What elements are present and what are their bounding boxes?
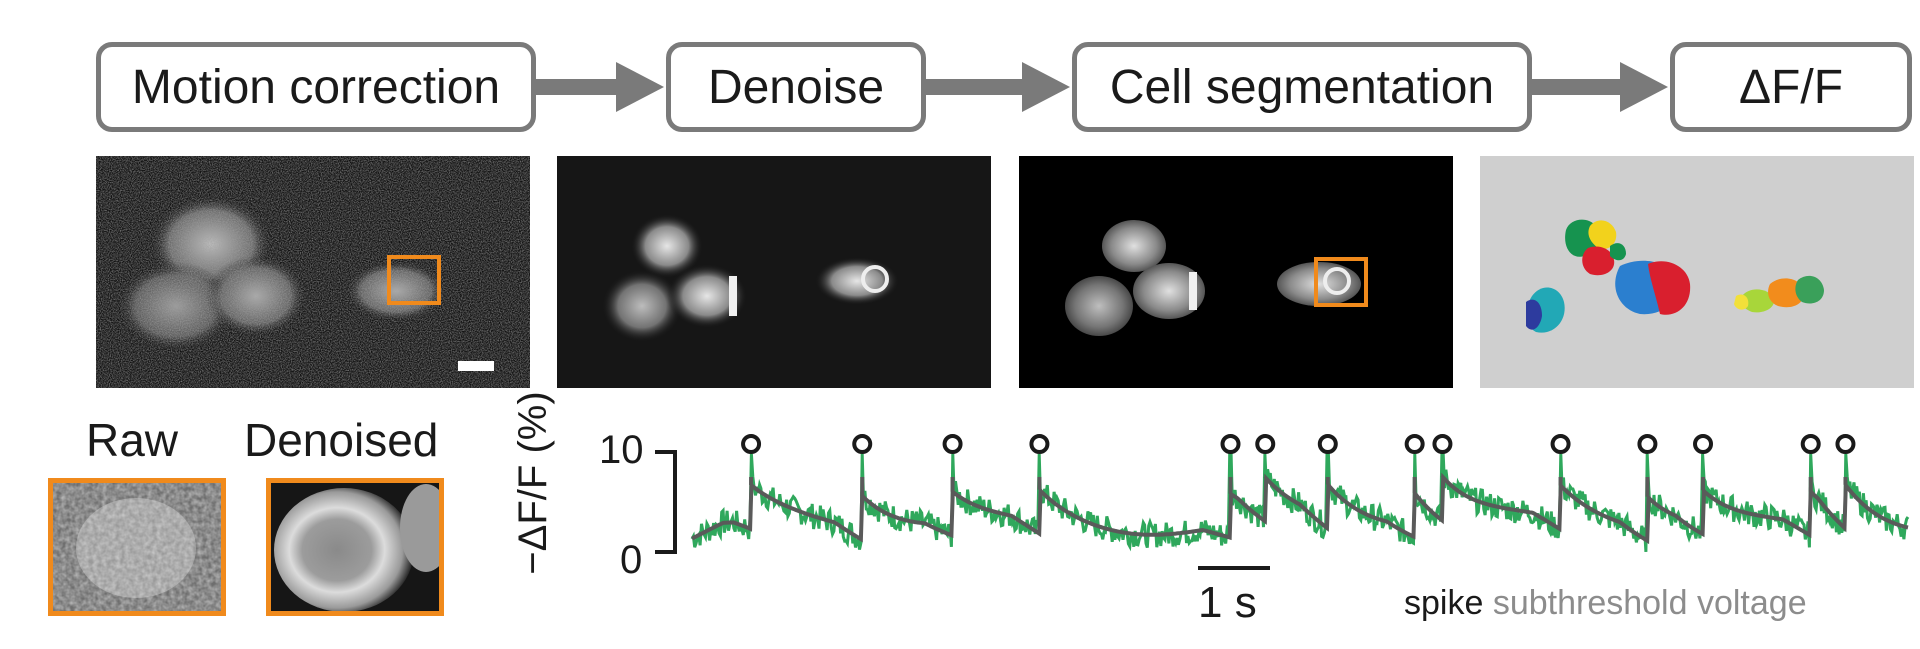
time-scale-label: 1 s	[1198, 578, 1257, 627]
step-label: ΔF/F	[1738, 60, 1844, 114]
step-label: Motion correction	[131, 60, 501, 114]
spike-marker	[1550, 434, 1571, 454]
step-label: Denoise	[707, 60, 885, 114]
legend-spike: spike	[1404, 584, 1484, 622]
highlight-box	[387, 255, 441, 305]
step-cell-segmentation: Cell segmentation	[1072, 42, 1532, 132]
spike-marker	[1029, 434, 1050, 454]
raw-label: Raw	[86, 414, 179, 466]
trace-lines	[690, 452, 1910, 552]
step-denoise: Denoise	[666, 42, 926, 132]
denoised-image	[557, 156, 991, 388]
y-tick-label: 0	[620, 538, 643, 582]
y-tick-label: 10	[599, 428, 644, 472]
spike-marker	[741, 434, 762, 454]
spike-marker	[1220, 434, 1241, 454]
segmentation-masks	[1480, 156, 1914, 388]
legend-subthreshold: subthreshold voltage	[1492, 584, 1807, 622]
motion-corrected-image	[96, 156, 530, 388]
spike-marker	[1800, 434, 1821, 454]
spike-marker	[1693, 434, 1714, 454]
trace-subthreshold	[691, 472, 1909, 545]
raw-inset-image	[48, 478, 226, 616]
step-delta-f-over-f: ΔF/F	[1670, 42, 1912, 132]
trace-raw	[690, 452, 1910, 552]
spike-marker	[1317, 434, 1338, 454]
segmented-image	[1019, 156, 1453, 388]
spike-marker	[942, 434, 963, 454]
step-motion-correction: Motion correction	[96, 42, 536, 132]
arrow-right-icon	[536, 62, 664, 112]
spike-marker	[1835, 434, 1856, 454]
denoised-inset-image	[266, 478, 444, 616]
spike-marker	[852, 434, 873, 454]
arrow-right-icon	[926, 62, 1070, 112]
scale-bar	[458, 361, 494, 371]
highlight-box	[1314, 257, 1368, 307]
voltage-trace-chart	[655, 434, 1910, 554]
spike-markers	[741, 434, 1856, 454]
spike-marker	[1404, 434, 1425, 454]
spike-marker	[1432, 434, 1453, 454]
denoised-label: Denoised	[244, 414, 439, 466]
y-axis	[655, 450, 677, 554]
spike-marker	[1637, 434, 1658, 454]
step-label: Cell segmentation	[1109, 60, 1495, 114]
arrow-right-icon	[1532, 62, 1668, 112]
legend: spike subthreshold voltage	[1404, 584, 1807, 623]
spike-marker	[1255, 434, 1276, 454]
time-scale-bar	[1198, 566, 1270, 570]
